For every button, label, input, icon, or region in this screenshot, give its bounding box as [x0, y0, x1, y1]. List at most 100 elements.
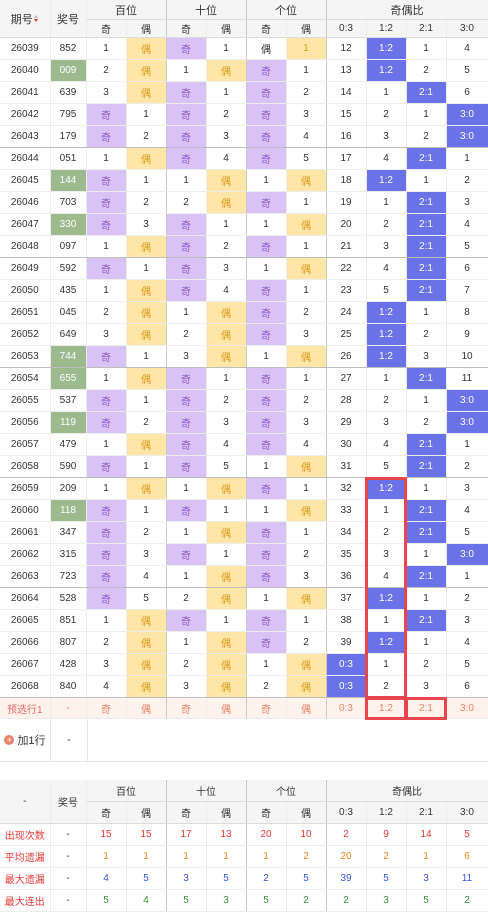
- period-cell: 26052: [0, 323, 51, 346]
- ratio-cell: 10: [446, 345, 488, 368]
- ratio-cell: 2:1: [406, 521, 447, 544]
- tens-even-cell: 3: [206, 411, 247, 434]
- number-cell: 528: [50, 587, 87, 610]
- ratio-cell: 28: [326, 389, 367, 412]
- hundreds-even-cell: 2: [126, 125, 167, 148]
- predict-cell[interactable]: 3:0: [446, 697, 488, 719]
- sub-header-odd: 奇: [86, 801, 127, 824]
- hundreds-odd-cell: 奇: [86, 125, 127, 148]
- ratio-cell: 1: [406, 587, 447, 610]
- hundreds-odd-cell: 奇: [86, 499, 127, 522]
- period-cell: 26042: [0, 103, 51, 126]
- ratio-cell: 34: [326, 521, 367, 544]
- tens-odd-cell: 2: [166, 653, 207, 676]
- table-row: 26048 097 1 偶奇 2 奇 1 21 3 2:1 5: [0, 235, 488, 258]
- predict-cell[interactable]: 偶: [206, 697, 247, 719]
- ratio-cell: 2:1: [406, 257, 447, 280]
- ratio-cell: 22: [326, 257, 367, 280]
- ratio-cell: 32: [326, 477, 367, 500]
- units-even-cell: 3: [286, 565, 327, 588]
- ratio-cell: 1: [366, 81, 407, 104]
- ratio-cell: 0:3: [326, 653, 367, 676]
- sub-header-odd: 奇: [166, 801, 207, 824]
- predict-cell[interactable]: 偶: [126, 697, 167, 719]
- ratio-cell: 1: [446, 147, 488, 170]
- predict-cell[interactable]: 奇: [86, 697, 127, 719]
- units-odd-cell: 奇: [246, 565, 287, 588]
- number-header: 奖号: [50, 0, 87, 38]
- sort-icon[interactable]: [34, 15, 39, 24]
- period-header[interactable]: 期号: [0, 0, 51, 38]
- sub-header-odd: 奇: [246, 19, 287, 38]
- units-even-cell: 1: [286, 521, 327, 544]
- predict-cell[interactable]: 2:1: [406, 697, 447, 719]
- number-cell: 144: [50, 169, 87, 192]
- ratio-header: 奇偶比: [326, 0, 488, 20]
- predict-cell[interactable]: 0:3: [326, 697, 367, 719]
- tens-odd-cell: 奇: [166, 279, 207, 302]
- tens-even-cell: 2: [206, 235, 247, 258]
- units-even-cell: 2: [286, 301, 327, 324]
- hundreds-odd-cell: 1: [86, 477, 127, 500]
- ratio-cell: 7: [446, 279, 488, 302]
- ratio-cell: 3: [366, 235, 407, 258]
- number-cell: 852: [50, 37, 87, 60]
- hundreds-odd-cell: 奇: [86, 521, 127, 544]
- stats-label: 平均遗漏: [0, 845, 51, 868]
- predict-cell[interactable]: 偶: [286, 697, 327, 719]
- stats-value: 11: [446, 867, 488, 890]
- table-row: 26045 144 奇 1 1 偶 1 偶 18 1:2 1 2: [0, 169, 488, 192]
- sub-header-odd: 奇: [86, 19, 127, 38]
- hundreds-odd-cell: 奇: [86, 587, 127, 610]
- units-even-cell: 3: [286, 323, 327, 346]
- ratio-cell: 2: [406, 59, 447, 82]
- hundreds-even-cell: 2: [126, 521, 167, 544]
- ratio-cell: 2:1: [406, 235, 447, 258]
- stats-value: 6: [446, 845, 488, 868]
- units-odd-cell: 奇: [246, 367, 287, 390]
- hundreds-even-cell: 偶: [126, 477, 167, 500]
- predict-cell[interactable]: 奇: [166, 697, 207, 719]
- units-odd-cell: 奇: [246, 389, 287, 412]
- sub-header-even: 偶: [126, 801, 167, 824]
- ratio-cell: 9: [446, 323, 488, 346]
- ratio-cell: 15: [326, 103, 367, 126]
- table-row: 26064 528 奇 5 2 偶 1 偶 37 1:2 1 2: [0, 587, 488, 610]
- ratio-cell: 1:2: [366, 301, 407, 324]
- stats-number-header: 奖号: [50, 780, 87, 824]
- period-cell: 26068: [0, 675, 51, 698]
- tens-even-cell: 1: [206, 213, 247, 236]
- tens-even-cell: 偶: [206, 169, 247, 192]
- ratio-cell: 1:2: [366, 59, 407, 82]
- sub-header-odd: 奇: [166, 19, 207, 38]
- stats-number: -: [50, 823, 87, 846]
- stats-value: 3: [206, 889, 247, 912]
- predict-label[interactable]: 预选行1: [0, 697, 51, 719]
- table-row: 26056 119 奇 2 奇 3 奇 3 29 3 2 3:0: [0, 411, 488, 434]
- number-cell: 537: [50, 389, 87, 412]
- hundreds-odd-cell: 奇: [86, 213, 127, 236]
- number-cell: 428: [50, 653, 87, 676]
- ratio-cell: 4: [366, 257, 407, 280]
- sub-header-even: 偶: [286, 801, 327, 824]
- table-row: 26068 840 4 偶 3 偶 2 偶 0:3 2 3 6: [0, 675, 488, 698]
- ratio-cell: 3:0: [446, 543, 488, 566]
- ratio-cell: 2: [446, 169, 488, 192]
- plus-icon: +: [4, 735, 15, 745]
- table-row: 26062 315 奇 3 奇 1 奇 2 35 3 1 3:0: [0, 543, 488, 566]
- tens-even-cell: 偶: [206, 521, 247, 544]
- predict-cell[interactable]: 奇: [246, 697, 287, 719]
- stats-value: 2: [366, 845, 407, 868]
- add-row-button[interactable]: + 加1行: [0, 719, 51, 761]
- predict-cell[interactable]: 1:2: [366, 697, 407, 719]
- tens-even-cell: 偶: [206, 191, 247, 214]
- ratio-cell: 2:1: [406, 609, 447, 632]
- stats-value: 4: [126, 889, 167, 912]
- period-cell: 26040: [0, 59, 51, 82]
- number-cell: 649: [50, 323, 87, 346]
- units-odd-cell: 1: [246, 653, 287, 676]
- tens-odd-cell: 2: [166, 323, 207, 346]
- table-row: 26047 330 奇 3 奇 1 1 偶 20 2 2:1 4: [0, 213, 488, 236]
- units-odd-cell: 奇: [246, 477, 287, 500]
- tens-odd-cell: 1: [166, 631, 207, 654]
